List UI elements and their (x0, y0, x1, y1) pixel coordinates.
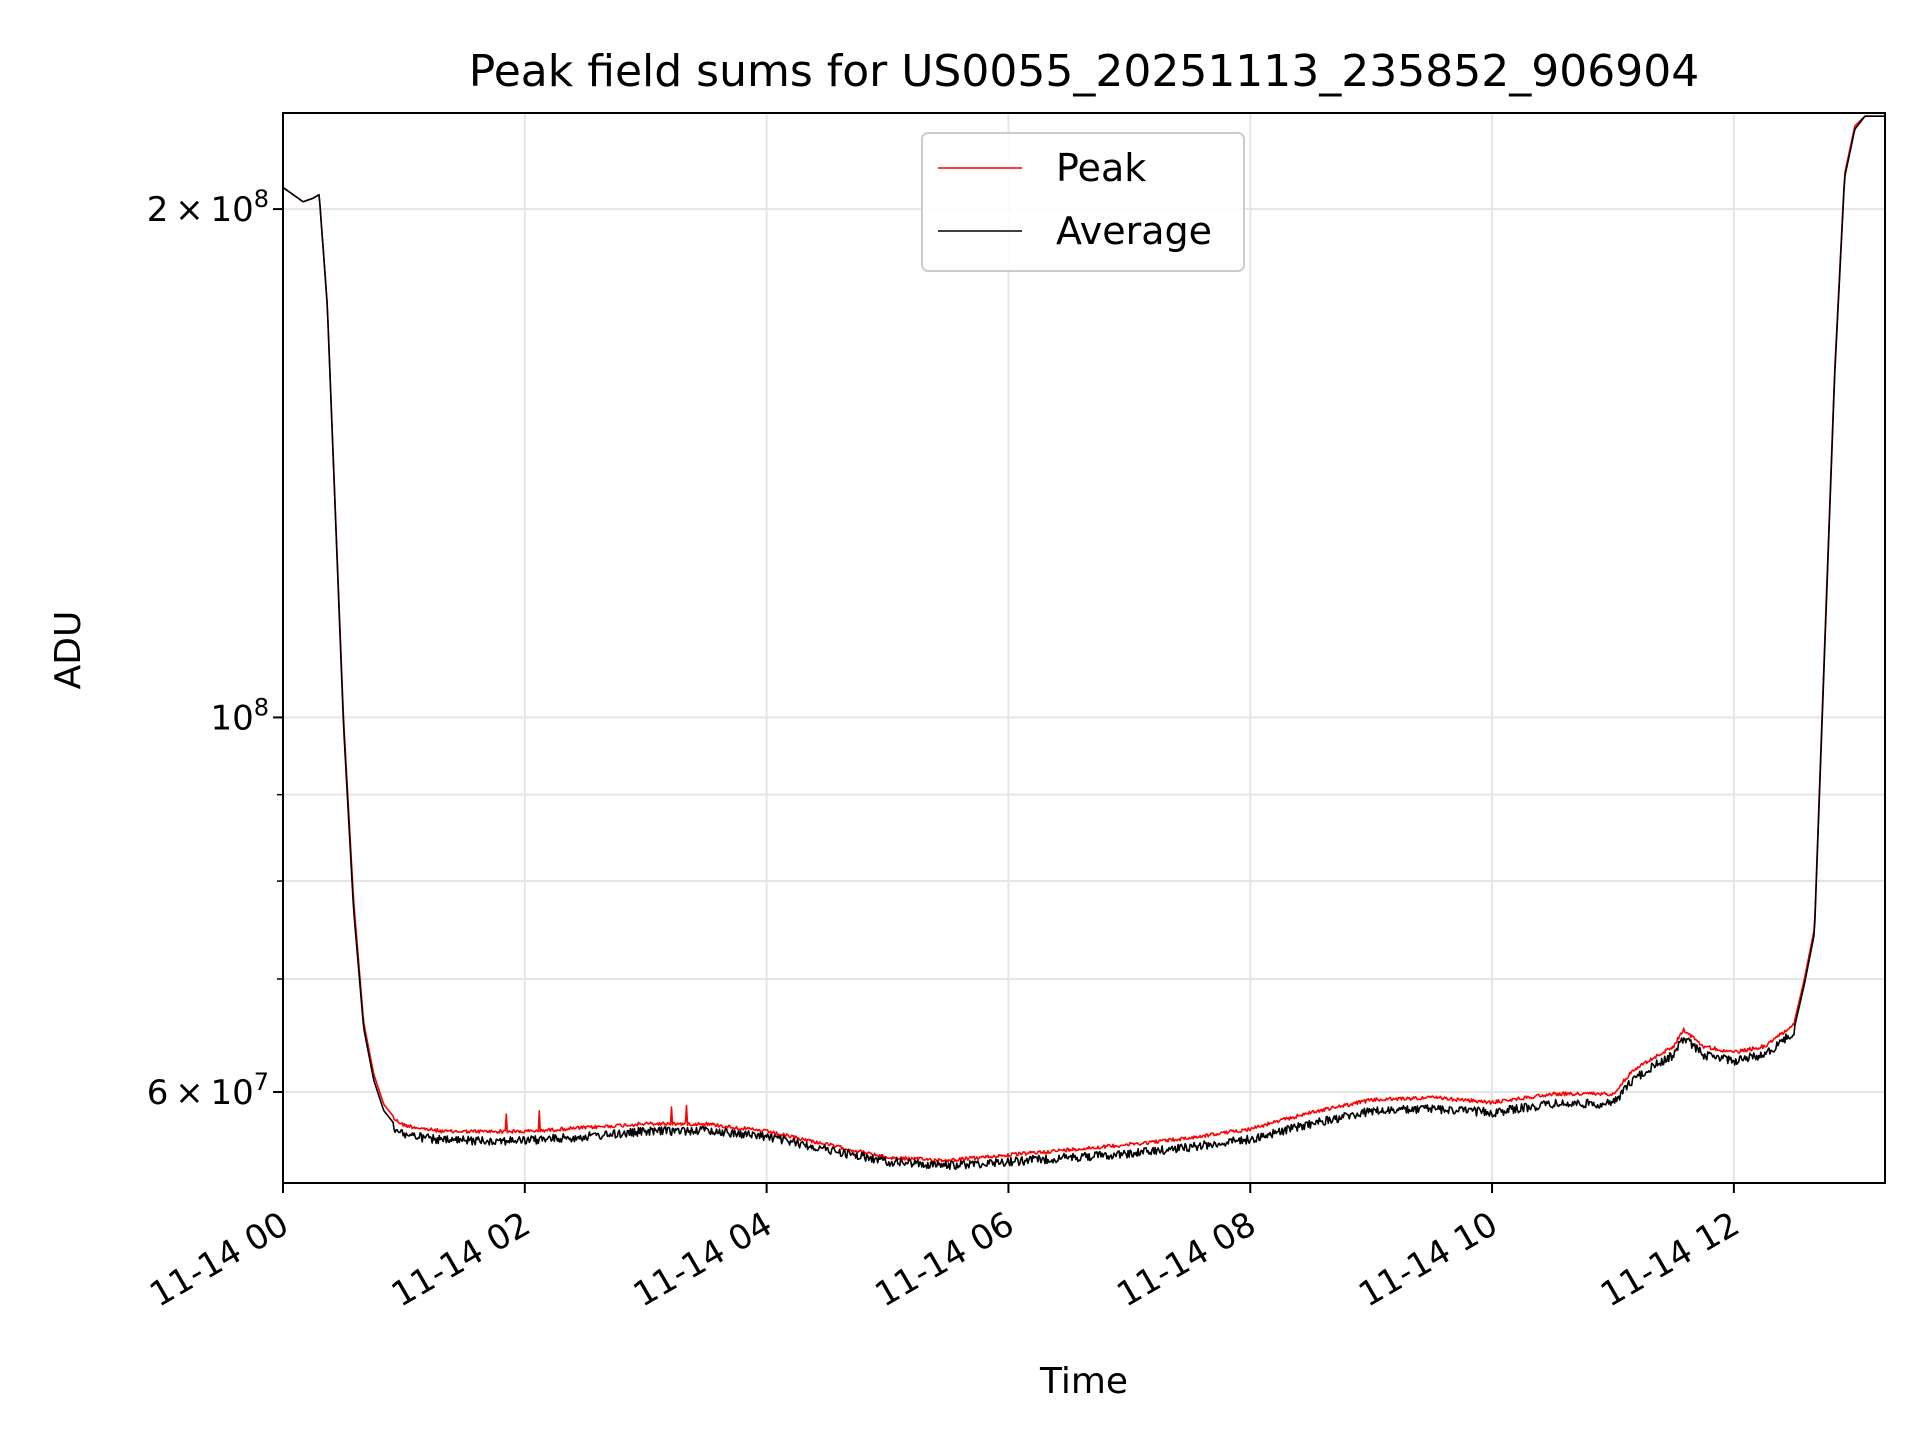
y-axis-label: ADU (48, 611, 89, 690)
legend: Peak Average (921, 132, 1245, 272)
plot-frame (282, 112, 1886, 1184)
legend-label-peak: Peak (1056, 146, 1146, 190)
chart-title: Peak field sums for US0055_20251113_2358… (469, 46, 1699, 97)
plot-series (282, 115, 1885, 1170)
series-line-peak (282, 115, 1885, 1163)
grid-lines (282, 113, 1885, 1183)
y-tick-label: 6 × 107 (147, 1068, 269, 1113)
y-tick-label: 108 (210, 693, 269, 738)
series-line-average (282, 115, 1885, 1170)
x-axis-label: Time (1039, 1361, 1128, 1402)
y-tick-label: 2 × 108 (147, 185, 269, 230)
y-axis-ticks: 2 × 108 108 6 × 107 (147, 185, 283, 1113)
legend-label-average: Average (1056, 209, 1212, 253)
